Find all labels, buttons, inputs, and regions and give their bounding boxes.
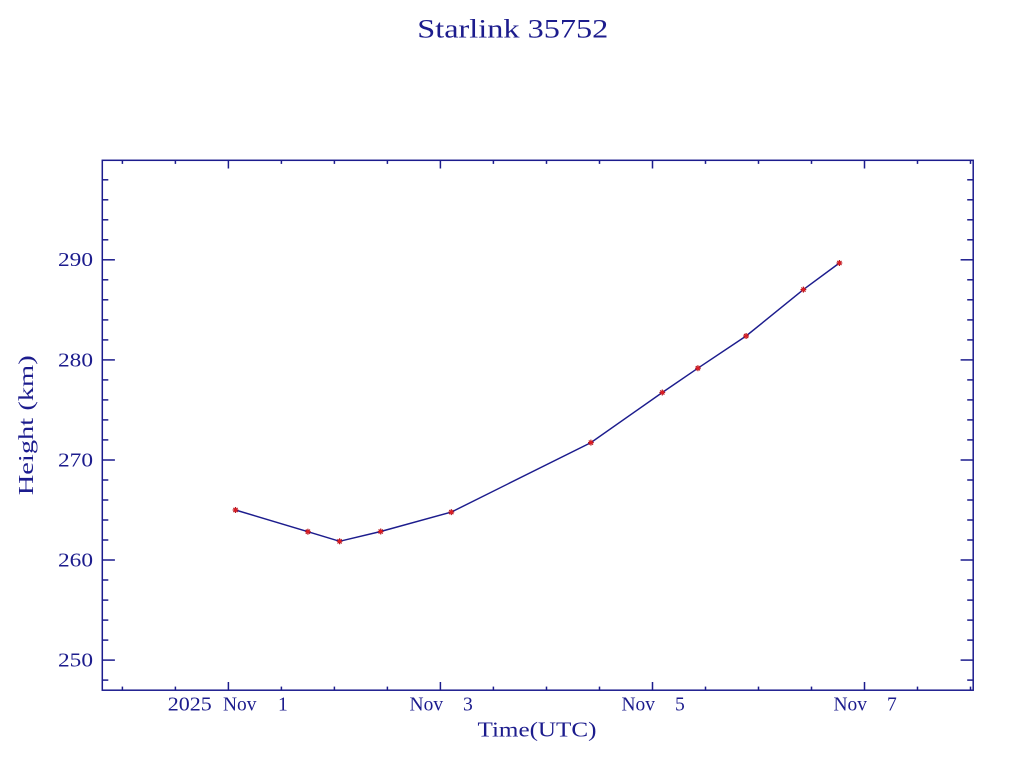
svg-text:Starlink 35752: Starlink 35752 [417,15,608,44]
svg-text:Time(UTC): Time(UTC) [478,718,597,742]
svg-text:Nov: Nov [223,694,257,715]
svg-text:Nov: Nov [410,694,444,715]
svg-text:250: 250 [58,651,93,672]
svg-text:260: 260 [58,550,93,571]
svg-text:3: 3 [463,694,473,715]
svg-text:5: 5 [675,694,685,715]
svg-text:270: 270 [58,450,93,471]
svg-text:Height (km): Height (km) [16,355,38,495]
svg-text:1: 1 [278,694,288,715]
svg-text:290: 290 [58,250,93,271]
svg-text:280: 280 [58,350,93,371]
svg-text:2025: 2025 [168,694,212,715]
svg-text:Nov: Nov [621,694,655,715]
svg-text:Nov: Nov [833,694,867,715]
svg-text:7: 7 [887,694,897,715]
